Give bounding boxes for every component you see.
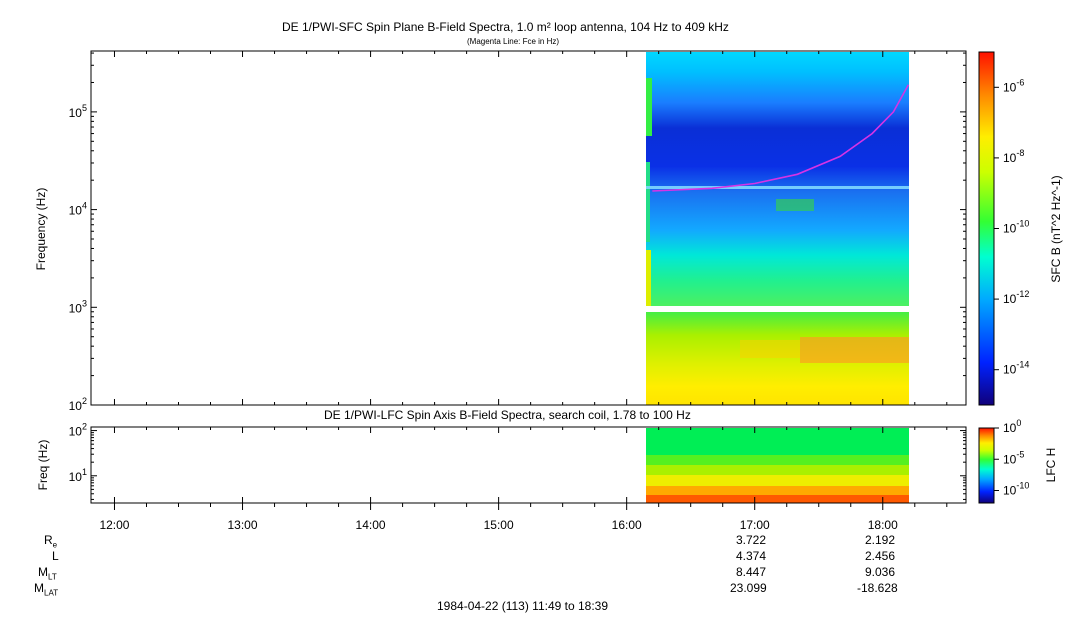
sfc-green-strip <box>646 162 650 242</box>
ephem-value: -18.628 <box>857 581 898 595</box>
colorbar-tick-label: 10-10 <box>1003 481 1029 498</box>
sfc-yellow-strip <box>646 250 651 306</box>
lfc-band <box>646 475 909 486</box>
ephem-label-re: Re <box>44 533 58 550</box>
lfc-band <box>646 486 909 495</box>
ephem-label-l: L <box>52 549 59 563</box>
freq-tick-label: 103 <box>69 298 87 315</box>
colorbar-tick-label: 100 <box>1003 418 1021 435</box>
ephem-label-mlt: MLT <box>38 565 57 582</box>
sfc-panel-frame <box>90 50 967 406</box>
colorbar-tick-label: 10-10 <box>1003 219 1029 236</box>
colorbar-tick-label: 10-12 <box>1003 289 1029 306</box>
freq-tick-label: 105 <box>69 103 87 120</box>
sfc-colorbar <box>978 51 995 406</box>
lfc-colorbar <box>978 427 995 504</box>
sfc-colorbar-label: SFC B (nT^2 Hz^-1) <box>1049 175 1063 283</box>
lfc-band <box>646 455 909 465</box>
time-tick-label: 14:00 <box>356 518 386 532</box>
sfc-subtitle: (Magenta Line: Fce in Hz) <box>467 37 560 46</box>
ephem-value: 4.374 <box>736 549 767 563</box>
fce-line <box>652 84 910 192</box>
lfc-band <box>646 465 909 475</box>
tick-layer: 12:00 13:00 14:00 15:00 16:00 17:00 18:00 102 10… <box>69 51 1029 532</box>
colorbar-tick-label: 10-8 <box>1003 148 1024 165</box>
lfc-ylabel: Freq (Hz) <box>36 439 50 491</box>
sfc-emission-band <box>800 337 909 363</box>
ephem-label-mlat: MLAT <box>34 581 59 598</box>
sfc-line-band <box>646 186 909 189</box>
freq-tick-label: 104 <box>69 201 87 218</box>
lfc-title: DE 1/PWI-LFC Spin Axis B-Field Spectra, … <box>324 408 691 422</box>
ephem-value: 23.099 <box>730 581 767 595</box>
ephem-value: 9.036 <box>865 565 896 579</box>
lfc-colorbar-label: LFC H <box>1044 447 1058 483</box>
lfc-panel-frame <box>90 426 967 504</box>
ephem-value: 3.722 <box>736 533 767 547</box>
ephem-value: 8.447 <box>736 565 767 579</box>
lfc-band <box>646 428 909 455</box>
time-tick-label: 13:00 <box>228 518 258 532</box>
ephem-value: 2.456 <box>865 549 896 563</box>
sfc-ylabel: Frequency (Hz) <box>34 187 48 271</box>
colorbar-tick-label: 10-5 <box>1003 449 1024 466</box>
time-tick-label: 18:00 <box>868 518 898 532</box>
freq-tick-label: 102 <box>69 396 87 413</box>
time-tick-label: 12:00 <box>99 518 129 532</box>
time-tick-label: 15:00 <box>484 518 514 532</box>
time-tick-label: 17:00 <box>740 518 770 532</box>
sfc-green-blob <box>776 199 814 211</box>
ephem-value: 2.192 <box>865 533 896 547</box>
lfc-freq-tick-label: 101 <box>69 467 87 484</box>
sfc-green-strip <box>646 78 652 136</box>
time-tick-label: 16:00 <box>612 518 642 532</box>
lfc-band <box>646 495 909 503</box>
colorbar-tick-label: 10-6 <box>1003 77 1024 94</box>
plot-static-layer <box>90 50 995 504</box>
mark-layer <box>652 84 910 192</box>
lfc-freq-tick-label: 102 <box>69 422 87 439</box>
sfc-title: DE 1/PWI-SFC Spin Plane B-Field Spectra,… <box>282 20 729 34</box>
colorbar-tick-label: 10-14 <box>1003 360 1029 377</box>
time-range-footer: 1984-04-22 (113) 11:49 to 18:39 <box>437 599 609 613</box>
sfc-emission-band <box>740 340 800 358</box>
